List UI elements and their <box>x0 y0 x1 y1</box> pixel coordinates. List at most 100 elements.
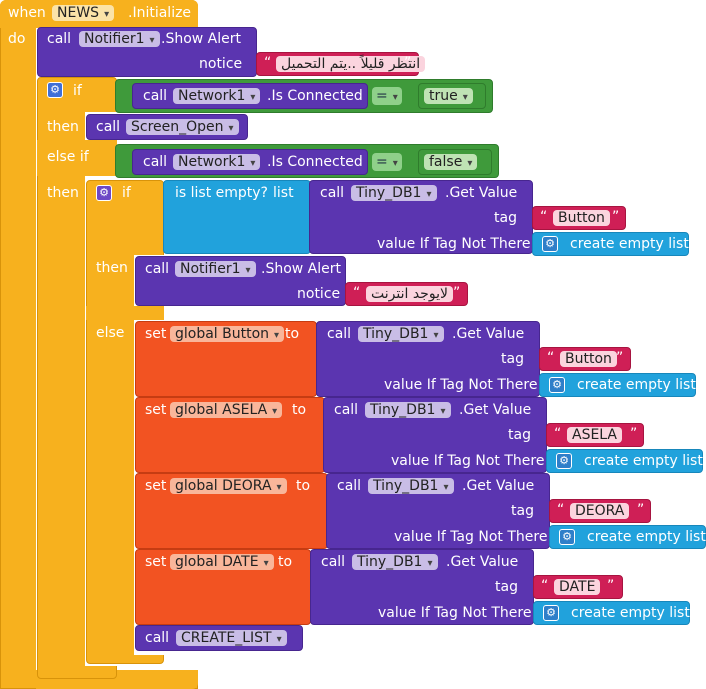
open-quote-icon: “ <box>540 209 548 225</box>
call-label: call <box>96 119 121 135</box>
network1-dropdown-2[interactable]: Network1 ▾ <box>173 154 261 170</box>
is-list-empty-block[interactable] <box>163 180 311 254</box>
call-label: call <box>143 88 168 104</box>
create-empty-list-block-3[interactable] <box>546 449 703 473</box>
false-dropdown[interactable]: false ▾ <box>424 154 478 170</box>
then-label: then <box>96 260 128 276</box>
get-value-method: .Get Value <box>445 185 518 201</box>
tag-param-label: tag <box>495 579 518 595</box>
call-label: call <box>321 554 346 570</box>
component-dropdown-news[interactable]: NEWS ▾ <box>52 5 115 21</box>
call-label: call <box>337 478 362 494</box>
create-empty-list-block-5[interactable] <box>533 601 690 625</box>
open-quote-icon: “ <box>264 55 272 71</box>
tinydb1-dropdown[interactable]: Tiny_DB1 ▾ <box>368 478 454 494</box>
get-value-method: .Get Value <box>459 402 532 418</box>
mutator-gear-icon[interactable]: ⚙ <box>559 529 575 545</box>
if-label: if <box>122 185 131 201</box>
set-label: set <box>145 402 167 418</box>
create-empty-list-label: create empty list <box>571 605 690 621</box>
list-param-label: list <box>273 185 294 201</box>
tinydb1-dropdown[interactable]: Tiny_DB1 ▾ <box>351 185 437 201</box>
create-empty-list-label: create empty list <box>577 377 696 393</box>
no-internet-text[interactable]: لايوجد انترنت <box>366 286 453 302</box>
variable-dropdown-date[interactable]: global DATE ▾ <box>170 554 274 570</box>
is-connected-prop-2: .Is Connected <box>267 154 363 170</box>
variable-dropdown-button[interactable]: global Button ▾ <box>170 326 285 342</box>
set-label: set <box>145 478 167 494</box>
to-label: to <box>285 326 300 342</box>
true-dropdown[interactable]: true ▾ <box>424 88 473 104</box>
show-alert-block-2[interactable] <box>135 256 346 306</box>
to-label: to <box>292 402 307 418</box>
tinydb1-dropdown[interactable]: Tiny_DB1 ▾ <box>365 402 451 418</box>
then-label: then <box>47 119 79 135</box>
get-value-method: .Get Value <box>446 554 519 570</box>
else-label: else <box>96 325 125 341</box>
call-label: call <box>145 630 170 646</box>
variable-dropdown-deora[interactable]: global DEORA ▾ <box>170 478 287 494</box>
tag-param-label: tag <box>508 427 531 443</box>
open-quote-icon: “ <box>547 350 555 366</box>
tag-text-date[interactable]: DATE <box>554 579 601 595</box>
close-quote-icon: ” <box>612 209 620 225</box>
variable-dropdown-asela[interactable]: global ASELA ▾ <box>170 402 283 418</box>
mutator-gear-icon[interactable]: ⚙ <box>556 453 572 469</box>
loading-text[interactable]: انتظر قليلاً ..يتم التحميل <box>276 56 426 72</box>
tag-text-asela[interactable]: ASELA <box>567 427 623 443</box>
notice-param-label: notice <box>199 56 243 72</box>
to-label: to <box>278 554 293 570</box>
open-quote-icon: “ <box>554 426 562 442</box>
tag-text-button-2[interactable]: Button <box>560 351 617 367</box>
value-if-tag-not-there-label: value If Tag Not There <box>377 236 531 252</box>
call-label: call <box>47 31 72 47</box>
open-quote-icon: “ <box>353 285 361 301</box>
screen-open-proc-dropdown[interactable]: Screen_Open ▾ <box>126 119 239 135</box>
create-empty-list-label: create empty list <box>570 236 689 252</box>
call-label: call <box>334 402 359 418</box>
mutator-gear-icon[interactable]: ⚙ <box>96 185 112 201</box>
then-label-2: then <box>47 185 79 201</box>
call-label: call <box>145 261 170 277</box>
call-label: call <box>327 326 352 342</box>
tag-text-button[interactable]: Button <box>553 210 610 226</box>
tag-text-deora[interactable]: DEORA <box>570 503 630 519</box>
is-connected-block-2[interactable] <box>132 149 368 175</box>
tag-param-label: tag <box>494 210 517 226</box>
is-list-empty-label: is list empty? <box>175 185 268 201</box>
mutator-gear-icon[interactable]: ⚙ <box>549 377 565 393</box>
get-value-method: .Get Value <box>452 326 525 342</box>
tinydb1-dropdown[interactable]: Tiny_DB1 ▾ <box>358 326 444 342</box>
call-label: call <box>143 154 168 170</box>
close-quote-icon: ” <box>607 578 615 594</box>
close-quote-icon: ” <box>630 426 638 442</box>
value-if-tag-not-there-label: value If Tag Not There <box>378 605 532 621</box>
notifier1-dropdown[interactable]: Notifier1 ▾ <box>79 31 160 47</box>
mutator-gear-icon[interactable]: ⚙ <box>543 605 559 621</box>
else-if-label: else if <box>47 149 89 165</box>
create-empty-list-block-2[interactable] <box>539 373 696 397</box>
close-quote-icon: ” <box>637 502 645 518</box>
mutator-gear-icon[interactable]: ⚙ <box>542 236 558 252</box>
mutator-gear-icon[interactable]: ⚙ <box>47 82 63 98</box>
tinydb1-dropdown[interactable]: Tiny_DB1 ▾ <box>352 554 438 570</box>
set-label: set <box>145 554 167 570</box>
create-empty-list-block-1[interactable] <box>532 232 689 256</box>
show-alert-method: .Show Alert <box>261 261 342 277</box>
equals-operator-dropdown-2[interactable]: = ▾ <box>372 153 402 171</box>
equals-operator-dropdown[interactable]: = ▾ <box>372 87 402 105</box>
value-if-tag-not-there-label: value If Tag Not There <box>384 377 538 393</box>
set-global-date-block[interactable] <box>135 549 311 625</box>
close-quote-icon: ” <box>616 350 624 366</box>
create-empty-list-label: create empty list <box>587 529 706 545</box>
to-label: to <box>296 478 311 494</box>
notifier1-dropdown-2[interactable]: Notifier1 ▾ <box>175 261 256 277</box>
value-if-tag-not-there-label: value If Tag Not There <box>394 529 548 545</box>
tag-param-label: tag <box>511 503 534 519</box>
notice-param-label: notice <box>297 286 341 302</box>
close-quote-icon: ” <box>453 285 461 301</box>
create-list-proc-dropdown[interactable]: CREATE_LIST ▾ <box>176 630 287 646</box>
show-alert-method: .Show Alert <box>161 31 242 47</box>
network1-dropdown[interactable]: Network1 ▾ <box>173 88 261 104</box>
open-quote-icon: “ <box>557 502 565 518</box>
